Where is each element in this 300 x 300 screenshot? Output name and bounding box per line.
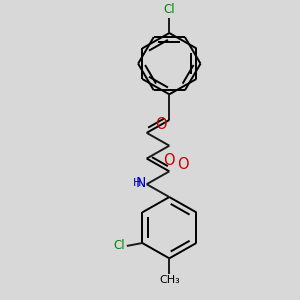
- Text: O: O: [155, 117, 167, 132]
- Text: O: O: [164, 153, 175, 168]
- Text: Cl: Cl: [113, 239, 125, 252]
- Text: O: O: [177, 157, 188, 172]
- Text: N: N: [135, 176, 146, 190]
- Text: CH₃: CH₃: [159, 275, 180, 285]
- Text: H: H: [133, 178, 141, 188]
- Text: Cl: Cl: [164, 3, 175, 16]
